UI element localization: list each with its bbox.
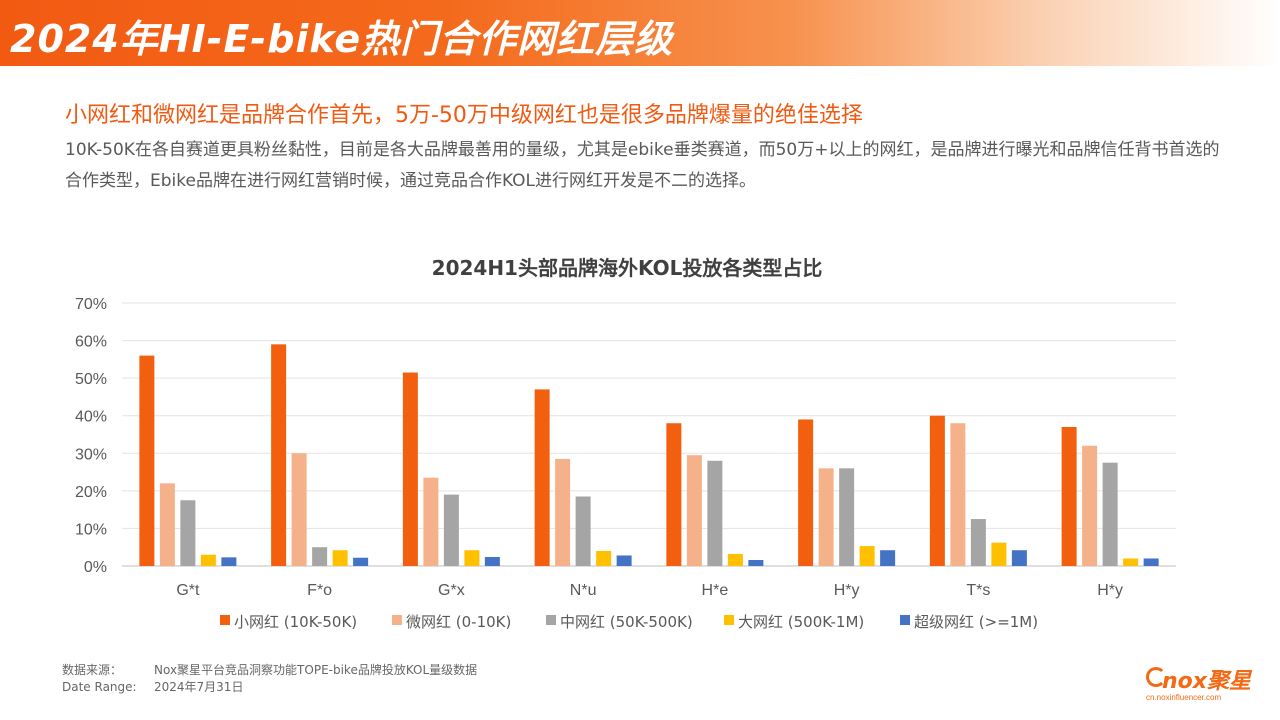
- bar: [1123, 558, 1139, 566]
- y-tick-label: 20%: [75, 484, 107, 501]
- x-tick-label: G*t: [176, 582, 200, 599]
- bar: [1143, 558, 1159, 566]
- bar: [159, 483, 175, 566]
- bar-chart: 2024H1头部品牌海外KOL投放各类型占比 0% 10% 20% 30% 40% 50% 6…: [75, 256, 1176, 631]
- source-label: 数据来源：: [62, 663, 123, 677]
- bar: [818, 468, 834, 566]
- bar: [423, 477, 439, 566]
- bar: [555, 458, 571, 566]
- x-tick-label: T*s: [966, 582, 990, 599]
- y-tick-label: 40%: [75, 409, 107, 426]
- bar: [1102, 462, 1118, 566]
- x-tick-label: F*o: [307, 582, 332, 599]
- bar: [839, 468, 855, 566]
- bar: [666, 423, 682, 566]
- bar: [221, 557, 237, 566]
- y-tick-label: 50%: [75, 371, 107, 388]
- legend-swatch: [724, 615, 734, 625]
- bar: [271, 344, 287, 566]
- bar: [616, 555, 632, 566]
- bar: [929, 415, 945, 566]
- bar: [880, 550, 896, 566]
- bar: [798, 419, 814, 566]
- source-value: Nox聚星平台竞品洞察功能TOPE-bike品牌投放KOL量级数据: [154, 663, 478, 677]
- x-tick-label: H*e: [702, 582, 729, 599]
- bar: [596, 550, 612, 566]
- bar: [970, 519, 986, 566]
- bar: [575, 496, 591, 566]
- legend-swatch: [220, 615, 230, 625]
- y-tick-label: 70%: [75, 296, 107, 313]
- header-banner: 2024年HI-E-bike热门合作网红层级: [0, 0, 1280, 66]
- bar: [312, 547, 328, 566]
- nox-logo: nox聚星 cn.noxinfluencer.com: [1146, 663, 1256, 705]
- logo-signal-icon: [1146, 667, 1166, 687]
- legend-label: 超级网红 (>=1M): [914, 613, 1038, 631]
- bar: [200, 554, 216, 566]
- bar: [180, 500, 196, 566]
- bar: [332, 550, 348, 566]
- y-tick-label: 60%: [75, 334, 107, 351]
- legend-label: 微网红 (0-10K): [406, 613, 511, 631]
- bar: [686, 455, 702, 566]
- logo-brand: nox聚星: [1162, 669, 1251, 694]
- legend-label: 中网红 (50K-500K): [560, 613, 693, 631]
- y-tick-label: 0%: [84, 559, 107, 576]
- bar: [291, 453, 307, 566]
- logo-url: cn.noxinfluencer.com: [1146, 693, 1222, 702]
- bar: [353, 557, 369, 566]
- bar: [534, 389, 550, 566]
- bar: [1011, 550, 1027, 566]
- x-tick-label: H*y: [834, 582, 860, 599]
- footer: 数据来源： Nox聚星平台竞品洞察功能TOPE-bike品牌投放KOL量级数据 D…: [62, 662, 477, 696]
- y-tick-label: 10%: [75, 521, 107, 538]
- date-range-value: 2024年7月31日: [154, 680, 244, 694]
- bar: [484, 556, 500, 566]
- bar: [443, 494, 459, 566]
- bar: [1082, 445, 1098, 566]
- bar: [748, 559, 764, 566]
- bar: [950, 423, 966, 566]
- bar: [1061, 426, 1077, 566]
- bar: [402, 372, 418, 566]
- legend-label: 大网红 (500K-1M): [738, 613, 864, 631]
- x-tick-label: G*x: [438, 582, 465, 599]
- bar: [707, 460, 723, 566]
- chart-title: 2024H1头部品牌海外KOL投放各类型占比: [432, 256, 823, 280]
- date-range-label: Date Range:: [62, 680, 137, 694]
- legend-swatch: [900, 615, 910, 625]
- bar: [859, 546, 875, 566]
- legend-swatch: [392, 615, 402, 625]
- x-tick-label: H*y: [1097, 582, 1123, 599]
- bar: [464, 550, 480, 566]
- y-tick-label: 30%: [75, 446, 107, 463]
- legend-swatch: [546, 615, 556, 625]
- bar: [991, 542, 1007, 566]
- legend-label: 小网红 (10K-50K): [234, 613, 357, 631]
- bar: [139, 355, 155, 566]
- headline: 小网红和微网红是品牌合作首先，5万-50万中级网红也是很多品牌爆量的绝佳选择: [65, 103, 863, 128]
- x-tick-label: N*u: [570, 582, 597, 599]
- bar: [727, 553, 743, 566]
- body-text: 10K-50K在各自赛道更具粉丝黏性，目前是各大品牌最善用的量级，尤其是ebik…: [65, 140, 1220, 191]
- page-title: 2024年HI-E-bike热门合作网红层级: [10, 17, 674, 61]
